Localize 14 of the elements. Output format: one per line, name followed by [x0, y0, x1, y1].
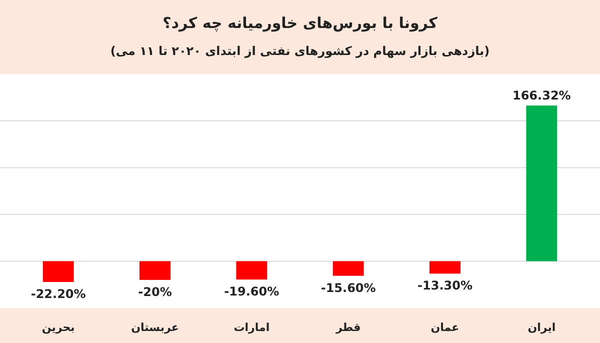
data-label: -13.30%	[418, 278, 472, 293]
data-label: -19.60%	[224, 284, 280, 299]
chart-title: کرونا با بورس‌های خاورمیانه چه کرد؟	[162, 14, 438, 32]
x-tick-label: عربستان	[131, 321, 179, 334]
data-label: -22.20%	[30, 286, 86, 301]
x-tick-label: عمان	[430, 321, 460, 334]
data-label: -15.60%	[320, 280, 376, 295]
x-tick-label: ایران	[528, 321, 556, 334]
data-label: 166.32%	[512, 88, 571, 103]
x-tick-label: امارات	[234, 321, 270, 334]
data-label: -20%	[138, 284, 172, 299]
x-tick-label: بحرین	[42, 321, 75, 334]
x-tick-label: قطر	[334, 321, 361, 334]
chart-subtitle: (بازدهی بازار سهام در کشورهای نفتی از ابتدای ۲۰۲۰ تا ۱۱ می)	[110, 44, 490, 58]
